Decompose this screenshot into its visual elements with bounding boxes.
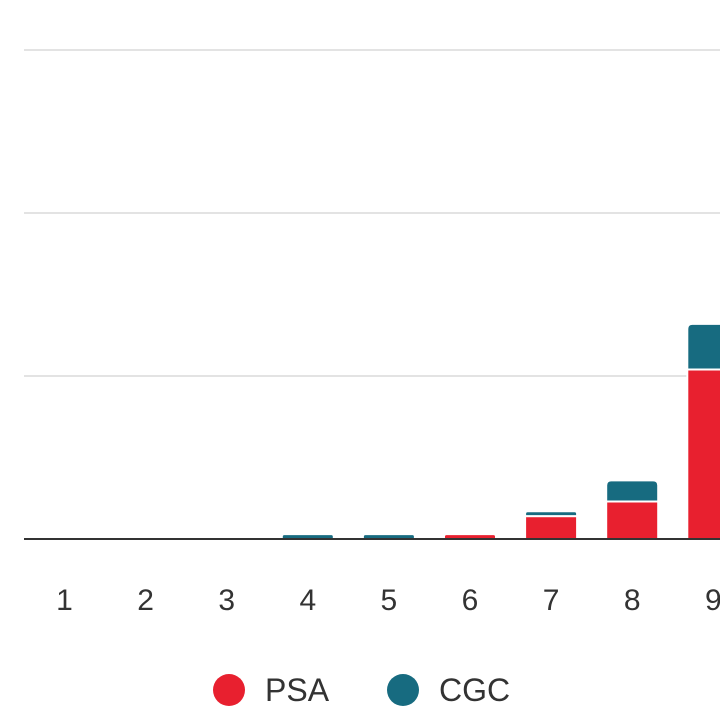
- bar-segment-psa: [524, 515, 579, 540]
- bar-segment-cgc: [361, 533, 416, 540]
- legend-swatch-psa: [213, 674, 245, 706]
- legend-label-psa: PSA: [265, 671, 330, 708]
- x-tick-label: 8: [624, 584, 641, 617]
- x-tick-label: 9: [705, 584, 720, 617]
- x-tick-label: 6: [462, 584, 479, 617]
- bar-segment-psa: [686, 368, 720, 540]
- bar-segment-psa: [443, 533, 497, 540]
- x-tick-label: 7: [543, 584, 560, 617]
- bar-segment-cgc: [280, 533, 335, 540]
- x-tick-label: 4: [299, 584, 316, 617]
- x-tick-label: 3: [218, 584, 235, 617]
- bar-segment-cgc: [524, 510, 579, 518]
- x-tick-label: 1: [56, 584, 73, 617]
- bar-segment-cgc: [605, 479, 660, 503]
- legend-label-cgc: CGC: [439, 671, 511, 708]
- bar-segment-cgc: [686, 322, 720, 371]
- x-tick-label: 5: [381, 584, 398, 617]
- legend-item-cgc[interactable]: CGC: [387, 668, 510, 712]
- x-tick-label: 2: [137, 584, 154, 617]
- legend-swatch-cgc: [387, 674, 419, 706]
- chart-legend: PSA CGC: [0, 668, 720, 712]
- bar-segment-psa: [605, 500, 660, 540]
- legend-item-psa[interactable]: PSA: [213, 668, 329, 712]
